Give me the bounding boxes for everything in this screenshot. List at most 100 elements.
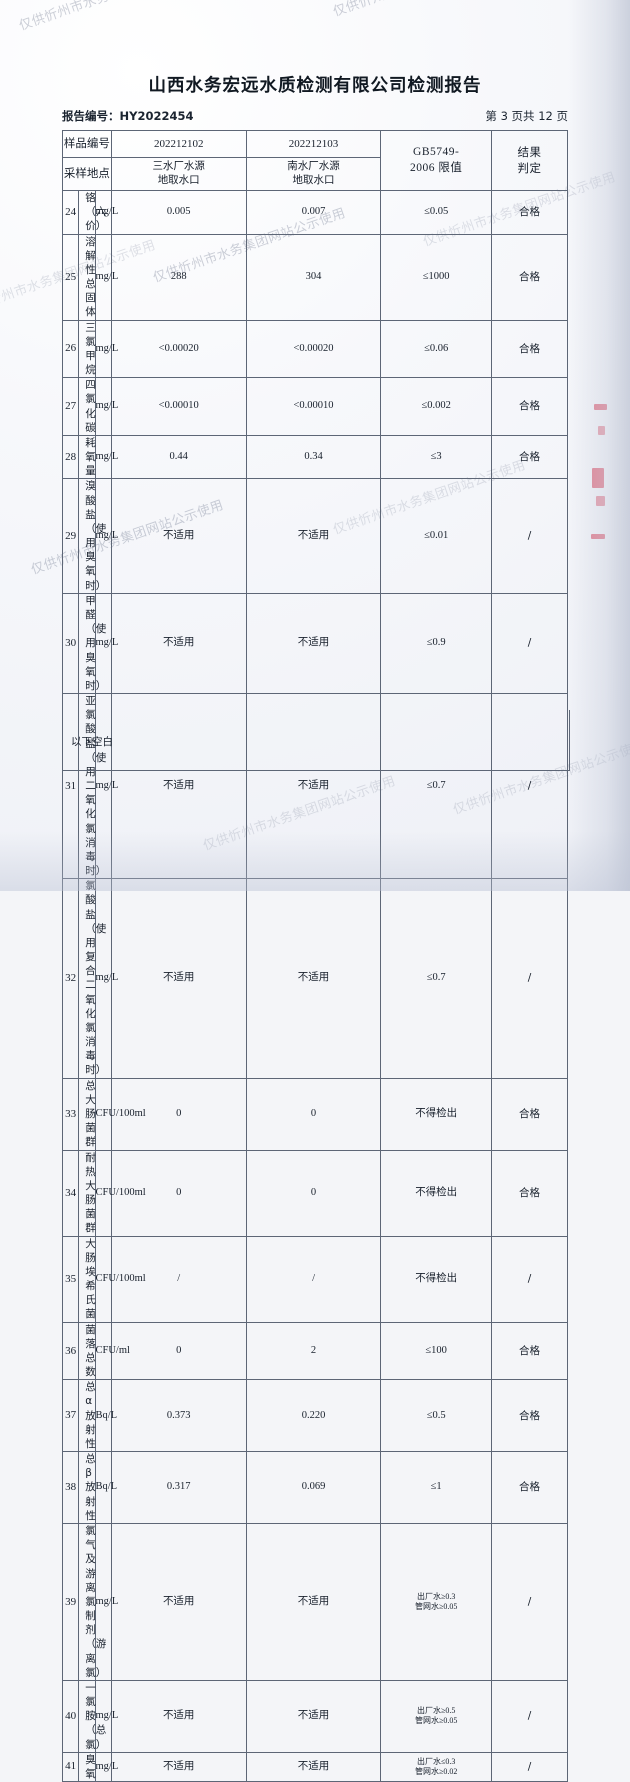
cell-result: / bbox=[491, 479, 567, 593]
cell-value-sample-2: 0.007 bbox=[246, 191, 381, 235]
header-sample-no-2: 202212103 bbox=[246, 131, 381, 158]
page-edge-shadow bbox=[568, 0, 630, 891]
cell-parameter-name: 三氯甲烷 bbox=[79, 320, 95, 378]
blank-footer-box: 以下空白 bbox=[62, 710, 570, 771]
report-number-value: HY2022454 bbox=[120, 109, 194, 123]
cell-index: 27 bbox=[63, 378, 79, 436]
cell-limit: ≤0.06 bbox=[381, 320, 491, 378]
page-title: 山西水务宏远水质检测有限公司检测报告 bbox=[0, 72, 630, 97]
cell-value-sample-1: 不适用 bbox=[111, 1752, 246, 1781]
cell-unit: CFU/ml bbox=[95, 1322, 111, 1380]
cell-value-sample-2: 0 bbox=[246, 1150, 381, 1236]
cell-result: / bbox=[491, 593, 567, 693]
cell-index: 30 bbox=[63, 593, 79, 693]
cell-parameter-name: 菌落总数 bbox=[79, 1322, 95, 1380]
header-sample-no-1: 202212102 bbox=[111, 131, 246, 158]
cell-parameter-name: 总大肠菌群 bbox=[79, 1078, 95, 1150]
cell-unit: CFU/100ml bbox=[95, 1236, 111, 1322]
cell-index: 25 bbox=[63, 234, 79, 320]
cell-result: / bbox=[491, 1680, 567, 1752]
cell-index: 39 bbox=[63, 1523, 79, 1680]
cell-limit: ≤3 bbox=[381, 435, 491, 479]
report-meta: 报告编号：HY2022454 第 3 页共 12 页 bbox=[62, 108, 568, 124]
cell-value-sample-2: <0.00020 bbox=[246, 320, 381, 378]
cell-parameter-name: 氯气及游离氯制剂（游离氯） bbox=[79, 1523, 95, 1680]
cell-value-sample-2: 2 bbox=[246, 1322, 381, 1380]
cell-parameter-name: 耐热大肠菌群 bbox=[79, 1150, 95, 1236]
cell-value-sample-1: 288 bbox=[111, 234, 246, 320]
cell-value-sample-1: 0.373 bbox=[111, 1380, 246, 1452]
cell-limit: ≤0.7 bbox=[381, 879, 491, 1078]
cell-value-sample-1: 不适用 bbox=[111, 1523, 246, 1680]
cell-unit: mg/L bbox=[95, 435, 111, 479]
cell-value-sample-1: 0 bbox=[111, 1078, 246, 1150]
page-indicator: 第 3 页共 12 页 bbox=[485, 108, 568, 124]
cell-value-sample-1: 0.44 bbox=[111, 435, 246, 479]
cell-unit: Bq/L bbox=[95, 1380, 111, 1452]
cell-value-sample-2: <0.00010 bbox=[246, 378, 381, 436]
cell-value-sample-2: 0.220 bbox=[246, 1380, 381, 1452]
cell-value-sample-1: <0.00020 bbox=[111, 320, 246, 378]
cell-unit: CFU/100ml bbox=[95, 1150, 111, 1236]
cell-limit: ≤0.9 bbox=[381, 593, 491, 693]
cell-value-sample-1: 不适用 bbox=[111, 879, 246, 1078]
cell-value-sample-2: 不适用 bbox=[246, 479, 381, 593]
cell-result: 合格 bbox=[491, 1150, 567, 1236]
cell-index: 32 bbox=[63, 879, 79, 1078]
cell-unit: mg/L bbox=[95, 879, 111, 1078]
cell-unit: mg/L bbox=[95, 234, 111, 320]
cell-result: / bbox=[491, 879, 567, 1078]
header-site-1: 三水厂水源地取水口 bbox=[111, 158, 246, 191]
cell-result: 合格 bbox=[491, 1078, 567, 1150]
header-limit: GB5749-2006 限值 bbox=[381, 131, 491, 191]
cell-parameter-name: 大肠埃希氏菌 bbox=[79, 1236, 95, 1322]
cell-value-sample-2: 0.34 bbox=[246, 435, 381, 479]
cell-index: 29 bbox=[63, 479, 79, 593]
cell-result: / bbox=[491, 1236, 567, 1322]
cell-limit: ≤1000 bbox=[381, 234, 491, 320]
cell-limit: ≤100 bbox=[381, 1322, 491, 1380]
cell-value-sample-1: 0 bbox=[111, 1150, 246, 1236]
cell-limit: ≤0.002 bbox=[381, 378, 491, 436]
cell-limit: 不得检出 bbox=[381, 1150, 491, 1236]
cell-result: 合格 bbox=[491, 1452, 567, 1524]
cell-value-sample-2: 不适用 bbox=[246, 879, 381, 1078]
cell-index: 26 bbox=[63, 320, 79, 378]
cell-index: 24 bbox=[63, 191, 79, 235]
cell-result: 合格 bbox=[491, 234, 567, 320]
cell-value-sample-1: 不适用 bbox=[111, 479, 246, 593]
cell-limit: 不得检出 bbox=[381, 1078, 491, 1150]
cell-index: 38 bbox=[63, 1452, 79, 1524]
cell-index: 37 bbox=[63, 1380, 79, 1452]
cell-result: 合格 bbox=[491, 191, 567, 235]
cell-value-sample-1: 0.317 bbox=[111, 1452, 246, 1524]
cell-unit: mg/L bbox=[95, 378, 111, 436]
cell-limit: ≤0.01 bbox=[381, 479, 491, 593]
report-number: 报告编号：HY2022454 bbox=[62, 108, 193, 124]
cell-unit: mg/L bbox=[95, 1752, 111, 1781]
cell-parameter-name: 四氯化碳 bbox=[79, 378, 95, 436]
cell-index: 34 bbox=[63, 1150, 79, 1236]
cell-index: 28 bbox=[63, 435, 79, 479]
cell-index: 33 bbox=[63, 1078, 79, 1150]
cell-index: 40 bbox=[63, 1680, 79, 1752]
header-sample-no-label: 样品编号 bbox=[63, 131, 112, 158]
cell-unit: CFU/100ml bbox=[95, 1078, 111, 1150]
cell-parameter-name: 溴酸盐（使用臭氧时） bbox=[79, 479, 95, 593]
